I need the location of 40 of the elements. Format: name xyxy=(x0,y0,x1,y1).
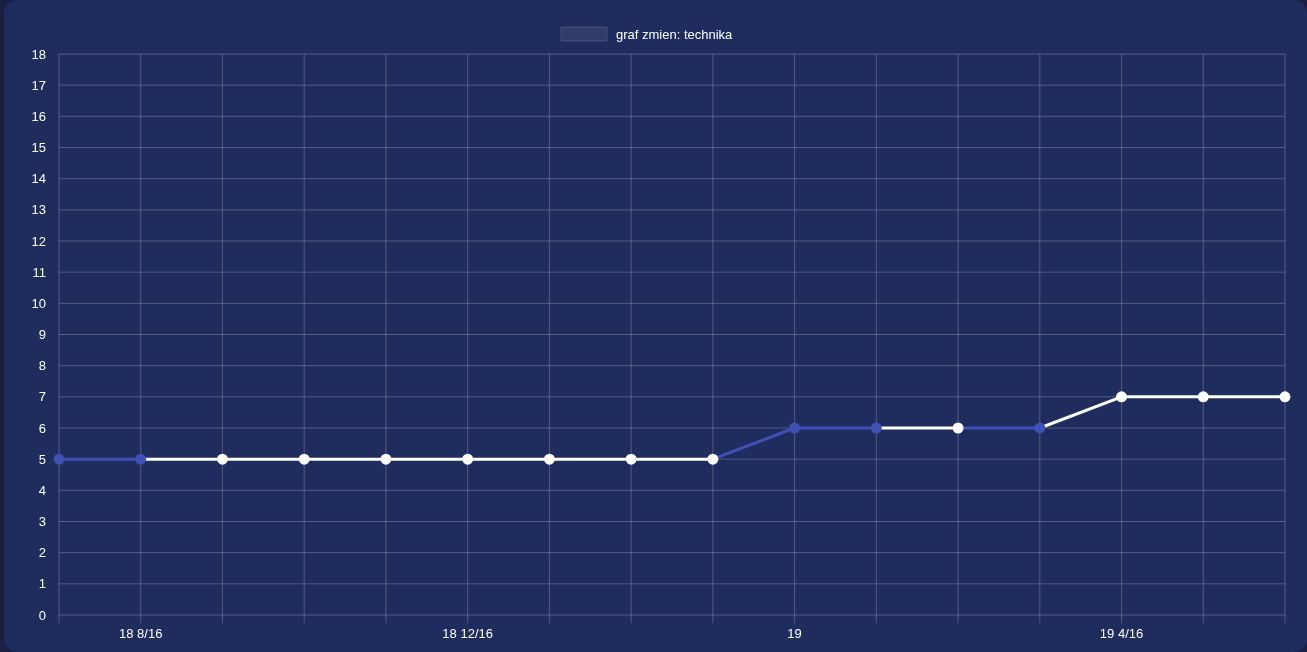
y-tick-label: 11 xyxy=(32,264,46,280)
point xyxy=(870,422,882,434)
y-tick-label: 13 xyxy=(31,202,46,218)
y-tick-label: 16 xyxy=(31,108,46,124)
point xyxy=(1116,391,1128,403)
point xyxy=(380,453,392,465)
point xyxy=(1279,391,1291,403)
y-tick-label: 12 xyxy=(31,233,46,249)
point xyxy=(1034,422,1046,434)
point xyxy=(625,453,637,465)
point xyxy=(789,422,801,434)
point xyxy=(135,453,147,465)
x-tick-label: 19 4/16 xyxy=(1099,626,1144,641)
y-tick-label: 10 xyxy=(31,295,46,311)
y-tick-label: 8 xyxy=(38,358,46,374)
y-tick-label: 2 xyxy=(38,545,46,561)
x-tick-label: 18 12/16 xyxy=(442,626,493,641)
y-tick-label: 14 xyxy=(31,171,46,187)
y-tick-label: 0 xyxy=(38,607,46,623)
y-tick-label: 6 xyxy=(38,420,46,436)
x-tick-label: 19 xyxy=(787,626,802,641)
y-tick-label: 1 xyxy=(38,576,46,592)
y-tick-label: 18 xyxy=(31,46,46,62)
y-tick-label: 4 xyxy=(38,482,46,498)
point xyxy=(53,453,65,465)
y-tick-label: 9 xyxy=(38,327,46,343)
y-tick-label: 15 xyxy=(31,140,46,156)
y-tick-label: 17 xyxy=(31,77,46,93)
y-tick-label: 7 xyxy=(38,389,46,405)
point xyxy=(543,453,555,465)
point xyxy=(462,453,474,465)
legend-label: graf zmien: technika xyxy=(616,27,734,42)
point xyxy=(1197,391,1209,403)
point xyxy=(952,422,964,434)
point xyxy=(298,453,310,465)
point xyxy=(707,453,719,465)
y-tick-label: 3 xyxy=(38,514,46,530)
x-tick-label: 18 8/16 xyxy=(119,626,163,641)
y-tick-label: 5 xyxy=(38,451,46,467)
point xyxy=(216,453,228,465)
